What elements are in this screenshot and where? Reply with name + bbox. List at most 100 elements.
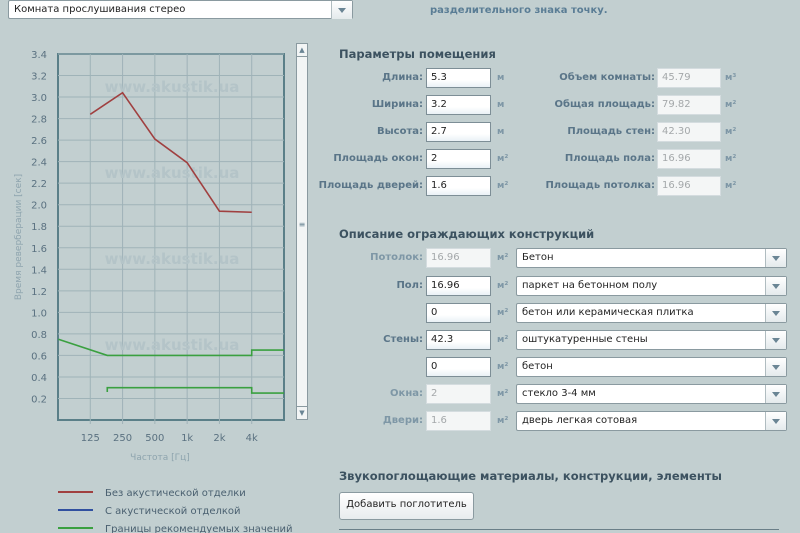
y-tick-label: 0.2 [31, 394, 47, 405]
computed-label: Площадь пола: [564, 153, 655, 164]
computed-label: Объем комнаты: [559, 72, 655, 83]
material-select[interactable]: бетон или керамическая плитка [516, 303, 787, 323]
y-tick-label: 1.6 [31, 244, 47, 255]
y-tick-label: 2.2 [31, 179, 47, 190]
unit-label: м² [497, 154, 509, 164]
scroll-thumb-grip-icon[interactable]: ≡ [298, 220, 306, 229]
unit-label: м² [725, 154, 737, 164]
surface-label: Пол: [396, 280, 423, 291]
unit-label: м² [497, 335, 509, 345]
computed-label: Площадь потолка: [545, 180, 655, 191]
y-tick-label: 1.8 [31, 222, 47, 233]
surface-label: Стены: [383, 334, 423, 345]
material-select[interactable]: оштукатуренные стены [516, 330, 787, 350]
scroll-down-icon[interactable]: ▼ [297, 406, 307, 419]
param-input[interactable]: 2 [426, 149, 491, 169]
recommended-lower-bound [106, 386, 284, 394]
surface-area-input: 1.6 [426, 411, 491, 431]
y-tick-label: 1.2 [31, 287, 47, 298]
y-tick-label: 3.4 [31, 50, 47, 61]
chevron-down-icon[interactable] [765, 277, 786, 295]
x-tick-label: 1k [181, 433, 193, 444]
computed-label: Общая площадь: [554, 99, 656, 110]
watermark: www.akustik.ua [105, 164, 240, 182]
surface-label: Двери: [382, 415, 423, 426]
computed-value: 42.30 [657, 122, 721, 142]
series-line-no-treatment [89, 91, 252, 214]
unit-label: м [497, 100, 505, 110]
surface-area-input[interactable]: 16.96 [426, 276, 491, 296]
unit-label: м [497, 127, 505, 137]
constructions-heading: Описание ограждающих конструкций [339, 227, 595, 241]
computed-label: Площадь стен: [567, 126, 655, 137]
material-select[interactable]: бетон [516, 357, 787, 377]
chevron-down-icon[interactable] [765, 385, 786, 403]
surface-label: Окна: [390, 388, 423, 399]
chevron-down-icon[interactable] [765, 249, 786, 267]
absorbers-heading: Звукопоглощающие материалы, конструкции,… [339, 469, 722, 483]
param-label: Площадь дверей: [318, 180, 423, 191]
param-label: Высота: [376, 126, 423, 137]
param-input[interactable]: 2.7 [426, 122, 491, 142]
y-tick-label: 0.8 [31, 330, 47, 341]
y-tick-label: 2.8 [31, 115, 47, 126]
room-type-select[interactable]: Комната прослушивания стерео [8, 0, 353, 19]
unit-label: м² [497, 308, 509, 318]
y-tick-label: 0.4 [31, 373, 47, 384]
unit-label: м² [725, 100, 737, 110]
material-select[interactable]: дверь легкая сотовая [516, 411, 787, 431]
surface-area-input[interactable]: 42.3 [426, 330, 491, 350]
surface-area-input: 16.96 [426, 248, 491, 268]
unit-label: м² [497, 362, 509, 372]
chevron-down-icon[interactable] [331, 1, 352, 19]
y-tick-label: 2.6 [31, 136, 47, 147]
params-heading: Параметры помещения [339, 47, 496, 61]
chevron-down-icon[interactable] [765, 331, 786, 349]
surface-area-input[interactable]: 0 [426, 357, 491, 377]
y-tick-label: 3.2 [31, 72, 47, 83]
recommended-upper-bound [58, 338, 284, 357]
unit-label: м [497, 73, 505, 83]
computed-value: 79.82 [657, 95, 721, 115]
x-tick-label: 2k [213, 433, 225, 444]
unit-label: м² [497, 253, 509, 263]
surface-area-input[interactable]: 0 [426, 303, 491, 323]
material-select[interactable]: стекло 3-4 мм [516, 384, 787, 404]
y-tick-label: 0.6 [31, 351, 47, 362]
unit-label: м² [725, 127, 737, 137]
unit-label: м² [725, 181, 737, 191]
material-select[interactable]: паркет на бетонном полу [516, 276, 787, 296]
param-input[interactable]: 5.3 [426, 68, 491, 88]
plot-frame [57, 53, 285, 421]
absorber-list-border [339, 529, 779, 530]
scroll-up-icon[interactable]: ▲ [297, 44, 307, 57]
chevron-down-icon[interactable] [765, 412, 786, 430]
chart-scrollbar[interactable]: ▲ ≡ ▼ [296, 43, 308, 420]
param-input[interactable]: 1.6 [426, 176, 491, 196]
unit-label: м² [497, 389, 509, 399]
y-tick-label: 3.0 [31, 93, 47, 104]
unit-label: м² [497, 181, 509, 191]
legend-label: Границы рекомендуемых значений [105, 524, 293, 533]
x-axis-label: Частота [Гц] [130, 453, 190, 463]
param-label: Длина: [382, 72, 423, 83]
unit-label: м² [497, 416, 509, 426]
material-select[interactable]: Бетон [516, 248, 787, 268]
x-tick-label: 125 [81, 433, 100, 444]
computed-value: 16.96 [657, 176, 721, 196]
param-label: Ширина: [371, 99, 423, 110]
computed-value: 16.96 [657, 149, 721, 169]
legend-label: С акустической отделкой [105, 506, 241, 517]
param-input[interactable]: 3.2 [426, 95, 491, 115]
watermark: www.akustik.ua [105, 336, 240, 354]
watermark: www.akustik.ua [105, 250, 240, 268]
unit-label: м² [497, 281, 509, 291]
x-tick-label: 250 [113, 433, 132, 444]
y-tick-label: 2.4 [31, 158, 47, 169]
x-tick-label: 500 [145, 433, 164, 444]
chevron-down-icon[interactable] [765, 304, 786, 322]
surface-area-input: 2 [426, 384, 491, 404]
chevron-down-icon[interactable] [765, 358, 786, 376]
x-tick-label: 4k [246, 433, 258, 444]
add-absorber-button[interactable]: Добавить поглотитель [339, 492, 474, 520]
